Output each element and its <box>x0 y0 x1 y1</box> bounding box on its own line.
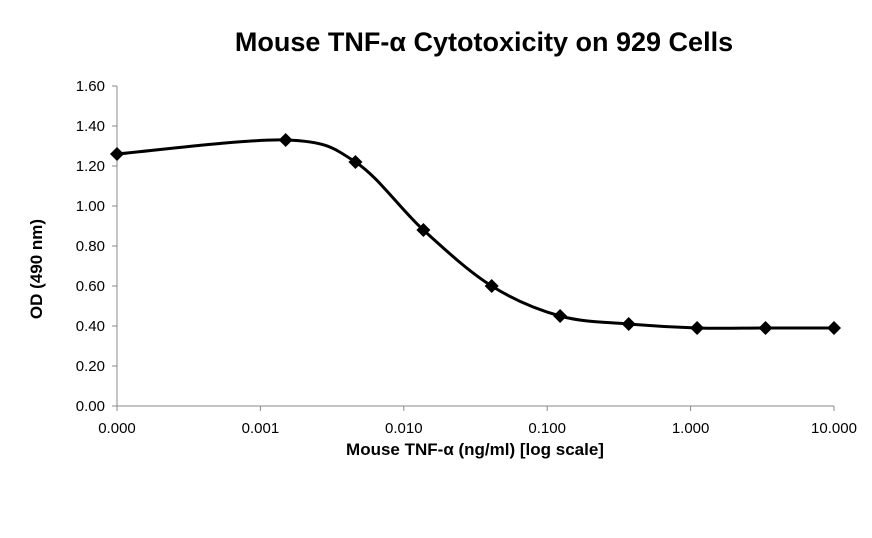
y-tick-label: 0.00 <box>76 398 105 415</box>
x-axis-title: Mouse TNF-α (ng/ml) [log scale] <box>346 440 604 459</box>
y-tick-label: 1.00 <box>76 198 105 215</box>
x-tick-label: 0.010 <box>385 420 423 437</box>
y-tick-label: 0.60 <box>76 278 105 295</box>
x-tick-label: 0.100 <box>528 420 566 437</box>
data-point-marker <box>621 317 636 331</box>
y-tick-label: 1.20 <box>76 158 105 175</box>
x-tick-labels: 0.000 0.001 0.010 0.100 1.000 10.000 <box>98 420 857 437</box>
data-point-marker <box>484 279 499 293</box>
series-line <box>116 138 834 330</box>
data-point-marker <box>758 321 773 335</box>
y-tick-labels: 0.00 0.20 0.40 0.60 0.80 1.00 1.20 1.40 1.60 <box>76 78 105 415</box>
x-tick-label: 0.000 <box>98 420 136 437</box>
data-point-marker <box>110 147 124 161</box>
data-point-marker <box>690 321 705 335</box>
data-point-marker <box>348 155 363 169</box>
y-tick-label: 0.40 <box>76 318 105 335</box>
axes <box>112 85 835 411</box>
y-tick-label: 0.20 <box>76 358 105 375</box>
data-point-marker <box>553 309 568 323</box>
x-tick-label: 0.001 <box>242 420 280 437</box>
y-tick-label: 1.40 <box>76 118 105 135</box>
x-tick-label: 1.000 <box>672 420 710 437</box>
x-tick-label: 10.000 <box>811 420 857 437</box>
y-tick-label: 0.80 <box>76 238 105 255</box>
y-axis-title: OD (490 nm) <box>27 219 46 319</box>
chart-title: Mouse TNF-α Cytotoxicity on 929 Cells <box>235 27 733 57</box>
data-point-marker <box>416 223 431 237</box>
data-point-marker <box>827 321 841 335</box>
y-tick-label: 1.60 <box>76 78 105 95</box>
data-markers <box>110 133 841 335</box>
data-point-marker <box>278 133 293 147</box>
